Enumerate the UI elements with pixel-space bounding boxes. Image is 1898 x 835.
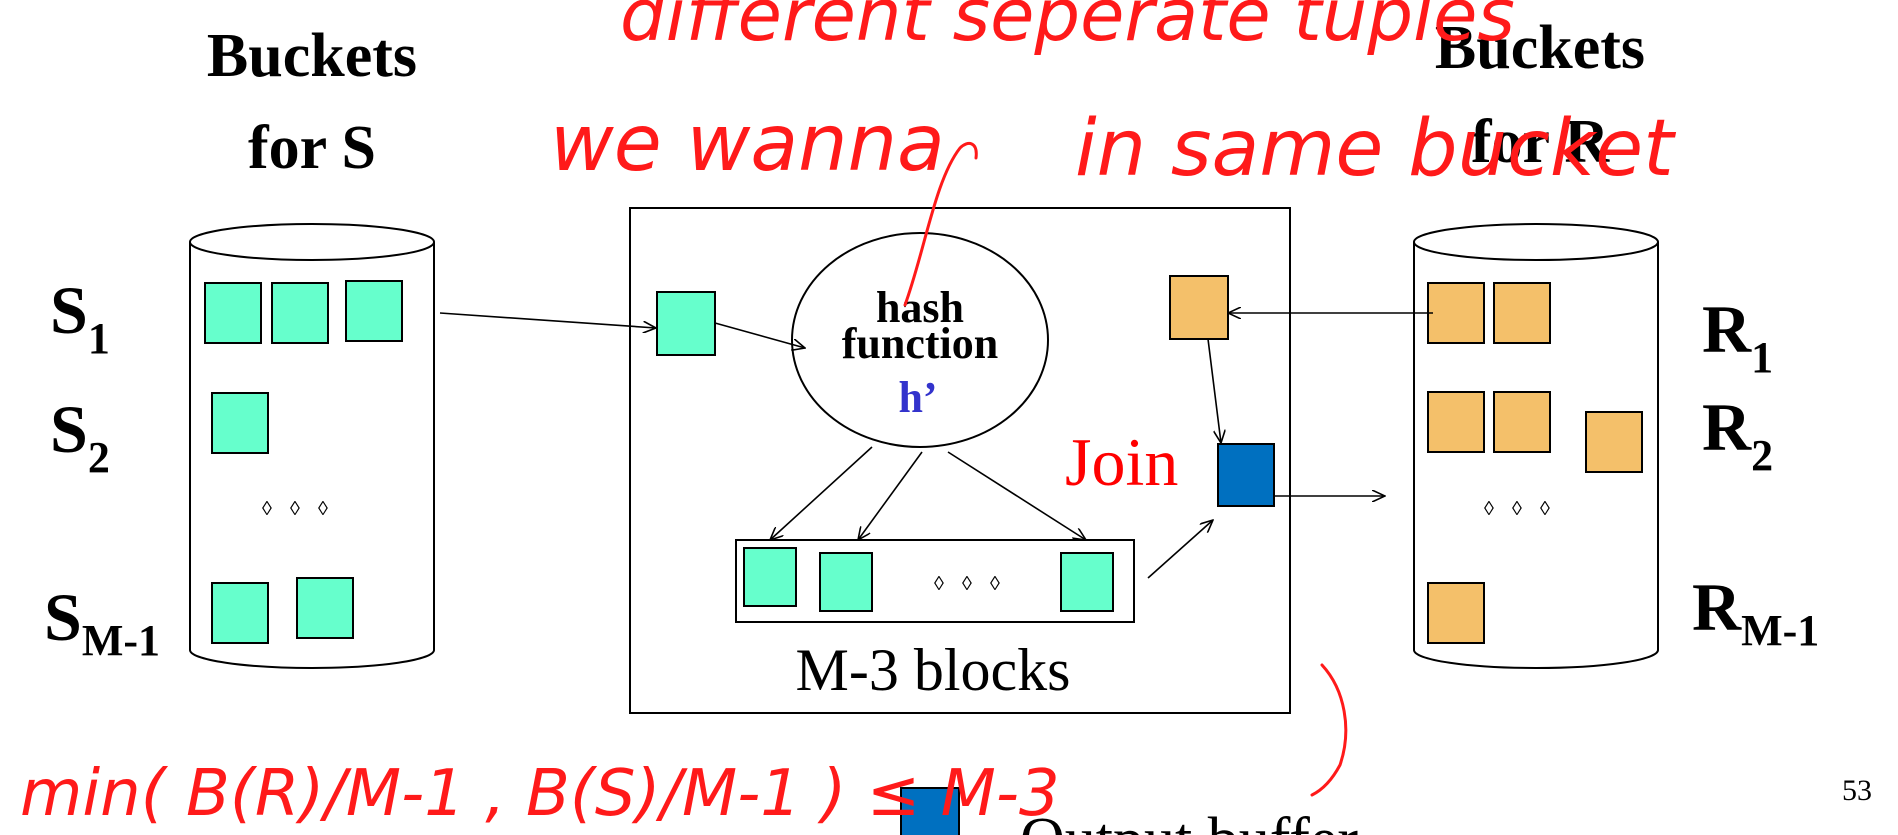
handwritten-line1: different seperate tuples [620, 0, 1515, 57]
r2-block [1585, 411, 1643, 473]
r2-block [1427, 391, 1485, 453]
sm1-block [296, 577, 354, 639]
handwritten-formula: min( B(R)/M-1 , B(S)/M-1 ) ≤ M-3 [20, 757, 1060, 831]
svg-text:◊: ◊ [318, 498, 328, 520]
right-title-line2: for R [1471, 108, 1611, 176]
svg-text:◊: ◊ [934, 573, 944, 595]
s-bucket-cylinder [189, 223, 435, 669]
output-buffer-legend-swatch [900, 787, 960, 835]
hash-label-line2: function [842, 319, 998, 368]
r-ellipsis: ◊ ◊ ◊ [1484, 498, 1550, 520]
sm1-label: SM-1 [44, 579, 160, 665]
hash-label-line1: hash [876, 283, 964, 332]
r-blocks [1427, 282, 1643, 644]
left-title-line2: for S [248, 114, 376, 182]
svg-text:◊: ◊ [1512, 498, 1522, 520]
m3-blocks-container [735, 539, 1135, 623]
s1-block [271, 282, 329, 344]
svg-text:◊: ◊ [962, 573, 972, 595]
r1-label: R1 [1702, 291, 1773, 382]
flow-arrows [439, 313, 1433, 579]
r1-block [1493, 282, 1551, 344]
svg-text:◊: ◊ [990, 573, 1000, 595]
svg-text:◊: ◊ [1484, 498, 1494, 520]
r-bucket-cylinder [1413, 223, 1659, 669]
svg-text:◊: ◊ [1540, 498, 1550, 520]
rm1-label: RM-1 [1692, 569, 1819, 655]
join-label: Join [1065, 424, 1178, 500]
output-block [1217, 443, 1275, 507]
s2-label: S2 [50, 391, 110, 482]
hash-symbol: h’ [898, 373, 937, 422]
left-title-line1: Buckets [207, 22, 417, 90]
r2-label: R2 [1702, 389, 1773, 480]
svg-text:◊: ◊ [290, 498, 300, 520]
r2-block [1493, 391, 1551, 453]
right-title-line1: Buckets [1435, 14, 1645, 82]
blocks-ellipsis: ◊ ◊ ◊ [934, 573, 1000, 595]
bucket-block [1060, 552, 1114, 612]
handwritten-line3: in same bucket [1075, 104, 1676, 194]
page-number: 53 [1842, 774, 1872, 807]
bucket-block [819, 552, 873, 612]
s1-block [345, 280, 403, 342]
output-buffer-label: Output buffer [1020, 806, 1358, 835]
m3-blocks-label: M-3 blocks [796, 637, 1071, 703]
input-buffer-block [656, 291, 716, 356]
s2-block [211, 392, 269, 454]
handwritten-strokes [903, 141, 1348, 797]
svg-text:◊: ◊ [262, 498, 272, 520]
rm1-block [1427, 582, 1485, 644]
handwritten-line2: we wanna [550, 99, 945, 189]
main-memory-box [629, 207, 1291, 714]
bucket-block [743, 547, 797, 607]
r1-block [1427, 282, 1485, 344]
s1-block [204, 282, 262, 344]
sm1-block [211, 582, 269, 644]
s1-label: S1 [50, 272, 110, 363]
s-ellipsis: ◊ ◊ ◊ [262, 498, 328, 520]
s-blocks [204, 280, 403, 644]
probe-buffer-block [1169, 275, 1229, 340]
